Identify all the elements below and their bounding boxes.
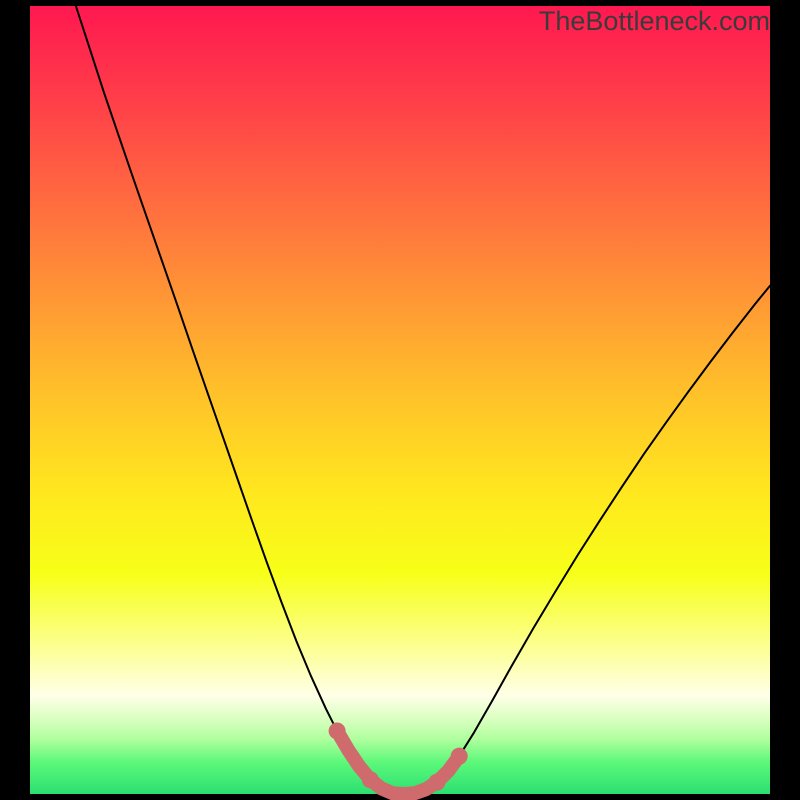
watermark-text: TheBottleneck.com	[539, 6, 770, 37]
chart-stage: TheBottleneck.com	[0, 0, 800, 800]
plot-background	[30, 6, 770, 794]
